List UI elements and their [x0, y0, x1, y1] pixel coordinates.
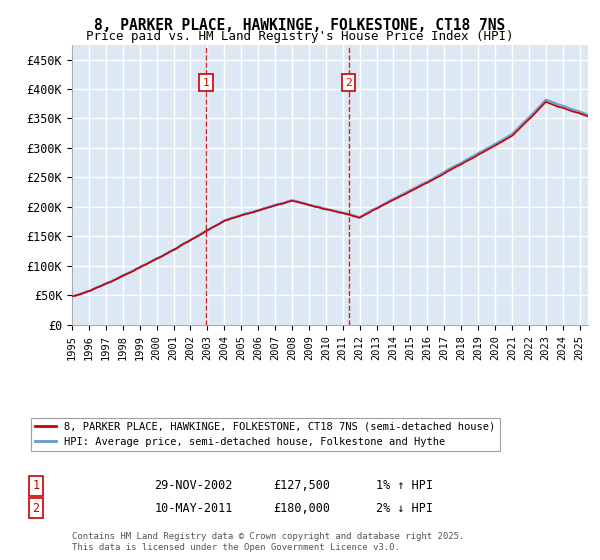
- Text: 1% ↑ HPI: 1% ↑ HPI: [376, 479, 433, 492]
- Text: 8, PARKER PLACE, HAWKINGE, FOLKESTONE, CT18 7NS: 8, PARKER PLACE, HAWKINGE, FOLKESTONE, C…: [94, 18, 506, 33]
- Text: 2% ↓ HPI: 2% ↓ HPI: [376, 502, 433, 515]
- Legend: 8, PARKER PLACE, HAWKINGE, FOLKESTONE, CT18 7NS (semi-detached house), HPI: Aver: 8, PARKER PLACE, HAWKINGE, FOLKESTONE, C…: [31, 418, 500, 451]
- Text: 1: 1: [32, 479, 40, 492]
- Text: 10-MAY-2011: 10-MAY-2011: [155, 502, 233, 515]
- Text: 29-NOV-2002: 29-NOV-2002: [155, 479, 233, 492]
- Text: 2: 2: [32, 502, 40, 515]
- Text: £180,000: £180,000: [273, 502, 330, 515]
- Text: Contains HM Land Registry data © Crown copyright and database right 2025.
This d: Contains HM Land Registry data © Crown c…: [72, 532, 464, 552]
- Text: 2: 2: [346, 78, 352, 87]
- Text: 1: 1: [202, 78, 209, 87]
- Text: £127,500: £127,500: [273, 479, 330, 492]
- Text: Price paid vs. HM Land Registry's House Price Index (HPI): Price paid vs. HM Land Registry's House …: [86, 30, 514, 43]
